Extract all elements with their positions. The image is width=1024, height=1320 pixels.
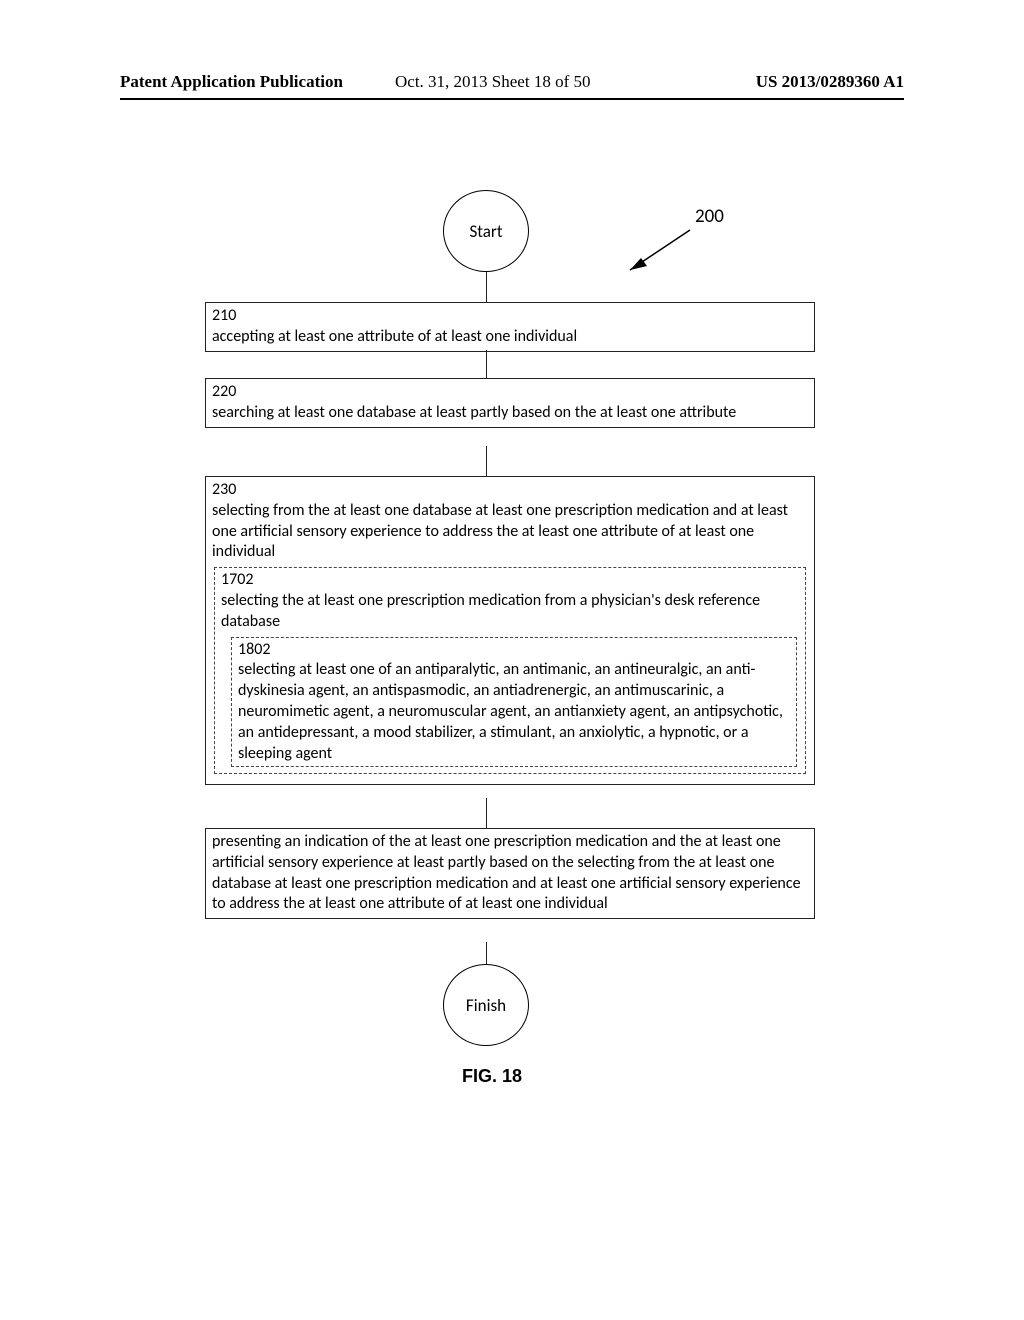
- box-230: 230 selecting from the at least one data…: [205, 476, 815, 785]
- conn-final-finish: [486, 942, 487, 964]
- finish-label: Finish: [466, 995, 506, 1016]
- start-terminal: Start: [443, 190, 529, 272]
- box-1702-num: 1702: [221, 570, 799, 591]
- start-label: Start: [469, 221, 502, 242]
- patent-page: Patent Application Publication Oct. 31, …: [0, 0, 1024, 1320]
- conn-start-210: [486, 272, 487, 302]
- conn-210-220: [486, 350, 487, 378]
- box-220-text: searching at least one database at least…: [212, 403, 736, 422]
- conn-230-final: [486, 798, 487, 828]
- box-220: 220 searching at least one database at l…: [205, 378, 815, 428]
- box-1802-text: selecting at least one of an antiparalyt…: [238, 660, 783, 762]
- box-final: presenting an indication of the at least…: [205, 828, 815, 919]
- box-210-text: accepting at least one attribute of at l…: [212, 327, 577, 346]
- conn-220-230: [486, 446, 487, 476]
- box-final-text: presenting an indication of the at least…: [212, 832, 801, 913]
- box-230-text: selecting from the at least one database…: [212, 501, 788, 562]
- header-right: US 2013/0289360 A1: [756, 72, 904, 92]
- header-rule: [120, 98, 904, 100]
- box-1702-text: selecting the at least one prescription …: [221, 591, 760, 631]
- box-1802: 1802 selecting at least one of an antipa…: [231, 637, 797, 768]
- box-1702: 1702 selecting the at least one prescrip…: [214, 567, 806, 774]
- box-230-num: 230: [212, 480, 808, 501]
- box-1802-num: 1802: [238, 640, 790, 661]
- box-220-num: 220: [212, 382, 808, 403]
- ref-200: 200: [695, 205, 724, 228]
- box-210-num: 210: [212, 306, 808, 327]
- figure-label: FIG. 18: [462, 1066, 522, 1087]
- finish-terminal: Finish: [443, 964, 529, 1046]
- box-210: 210 accepting at least one attribute of …: [205, 302, 815, 352]
- header-mid: Oct. 31, 2013 Sheet 18 of 50: [395, 72, 590, 92]
- header-left: Patent Application Publication: [120, 72, 343, 92]
- arrow-200: [595, 222, 695, 282]
